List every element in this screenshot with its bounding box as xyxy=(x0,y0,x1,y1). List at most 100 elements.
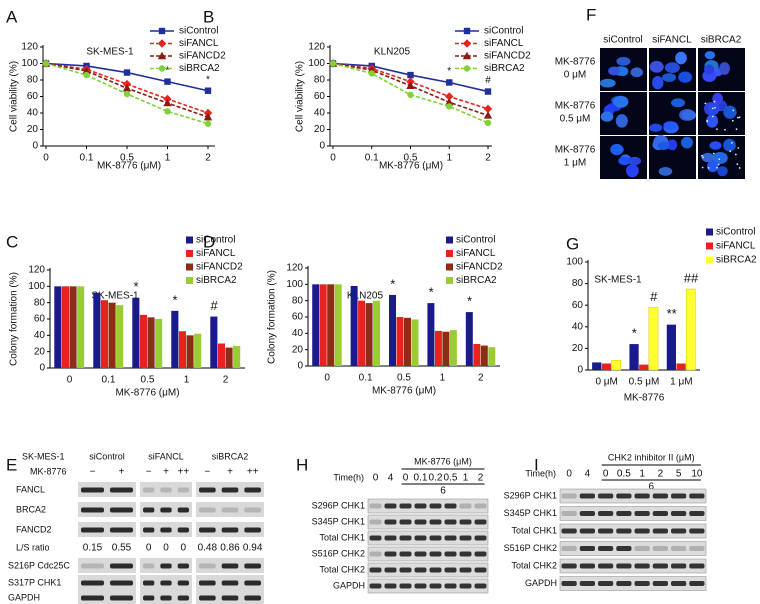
bar xyxy=(100,300,108,368)
band xyxy=(444,519,457,525)
blot-strip xyxy=(559,558,707,574)
bar xyxy=(676,363,686,370)
y-tick-label: 40 xyxy=(292,328,304,339)
nucleus xyxy=(671,98,686,108)
nucleus xyxy=(600,111,614,122)
band xyxy=(616,546,632,551)
nucleus xyxy=(664,62,680,73)
focus xyxy=(717,163,720,166)
band xyxy=(671,581,687,586)
band xyxy=(561,528,577,534)
band xyxy=(652,546,668,551)
band xyxy=(199,595,216,601)
x-tick-label: 0.5 xyxy=(404,153,418,164)
bar xyxy=(666,324,676,370)
data-point xyxy=(204,120,212,127)
ratio-value: 0.86 xyxy=(220,543,240,554)
band xyxy=(110,507,133,513)
band xyxy=(160,487,172,493)
nucleus xyxy=(717,166,728,177)
legend-marker xyxy=(462,39,472,48)
blot-strip xyxy=(78,558,136,573)
annotation: # xyxy=(485,75,491,86)
chart-title: SK-MES-1 xyxy=(91,291,139,302)
legend-marker xyxy=(157,51,167,60)
ratio-value: 0.55 xyxy=(112,543,132,554)
focus xyxy=(701,154,703,157)
annotation: # xyxy=(650,289,658,304)
dose-label: 0 xyxy=(403,473,409,484)
panel-label: B xyxy=(203,7,214,26)
y-axis-label: Colony formation (%) xyxy=(9,272,20,366)
nucleus xyxy=(704,51,716,60)
y-tick-label: 0 xyxy=(297,361,303,372)
focus xyxy=(738,167,741,169)
ratio-value: 0 xyxy=(181,543,187,554)
annotation: * xyxy=(206,74,210,85)
band xyxy=(474,519,487,525)
nucleus xyxy=(707,160,719,173)
band xyxy=(221,580,239,586)
band xyxy=(110,580,133,586)
band xyxy=(143,527,155,533)
band xyxy=(598,581,614,586)
legend-swatch xyxy=(706,228,713,236)
ratio-value: 0 xyxy=(146,543,152,554)
data-point xyxy=(164,78,171,85)
chart-title: SK-MES-1 xyxy=(594,275,642,286)
nucleus xyxy=(613,95,629,108)
band xyxy=(598,493,614,499)
legend-swatch xyxy=(186,263,193,271)
annotation: * xyxy=(134,279,139,294)
data-point xyxy=(164,108,171,115)
band xyxy=(81,507,104,513)
bar xyxy=(194,333,202,368)
band xyxy=(652,528,668,534)
bar xyxy=(601,363,612,370)
dose-label: + xyxy=(119,467,125,478)
band xyxy=(634,581,650,586)
dose-label: 0.5 xyxy=(617,469,631,480)
band xyxy=(414,583,427,589)
legend-marker xyxy=(462,51,472,60)
band xyxy=(689,563,705,569)
blot-strip xyxy=(559,576,707,591)
group-label: siControl xyxy=(89,451,125,461)
band xyxy=(459,551,472,557)
x-tick-label: 2 xyxy=(478,373,484,384)
y-tick-label: 20 xyxy=(572,343,584,354)
band xyxy=(634,546,650,551)
bar xyxy=(396,317,404,366)
band xyxy=(689,511,705,516)
row-label: FANCL xyxy=(16,484,45,494)
nucleus xyxy=(608,66,621,76)
band xyxy=(177,507,189,513)
band xyxy=(199,527,216,533)
band xyxy=(384,503,397,509)
band xyxy=(689,528,705,534)
x-tick-label: 1 xyxy=(184,375,190,386)
x-tick-label: 0 xyxy=(330,153,336,164)
blot-strip xyxy=(78,482,136,497)
panel-label: A xyxy=(6,7,18,26)
y-tick-label: 100 xyxy=(566,257,583,268)
blot-strip xyxy=(559,506,707,521)
x-axis-label: MK-8776 (μM) xyxy=(97,161,161,172)
band xyxy=(459,503,472,509)
drug-label: MK-8776 xyxy=(30,466,67,476)
band xyxy=(459,535,472,541)
band xyxy=(474,567,487,573)
y-tick-label: 80 xyxy=(27,75,39,86)
dose-label: ++ xyxy=(177,467,189,478)
band xyxy=(579,493,595,499)
focus xyxy=(731,119,734,122)
cell-line: SK-MES-1 xyxy=(22,451,65,461)
bar xyxy=(61,286,69,368)
annotation: * xyxy=(166,65,170,76)
band xyxy=(177,563,189,569)
legend-label: siBRCA2 xyxy=(456,275,497,286)
band xyxy=(634,493,650,499)
band xyxy=(160,580,172,586)
bar xyxy=(210,316,218,368)
bar xyxy=(427,303,435,366)
